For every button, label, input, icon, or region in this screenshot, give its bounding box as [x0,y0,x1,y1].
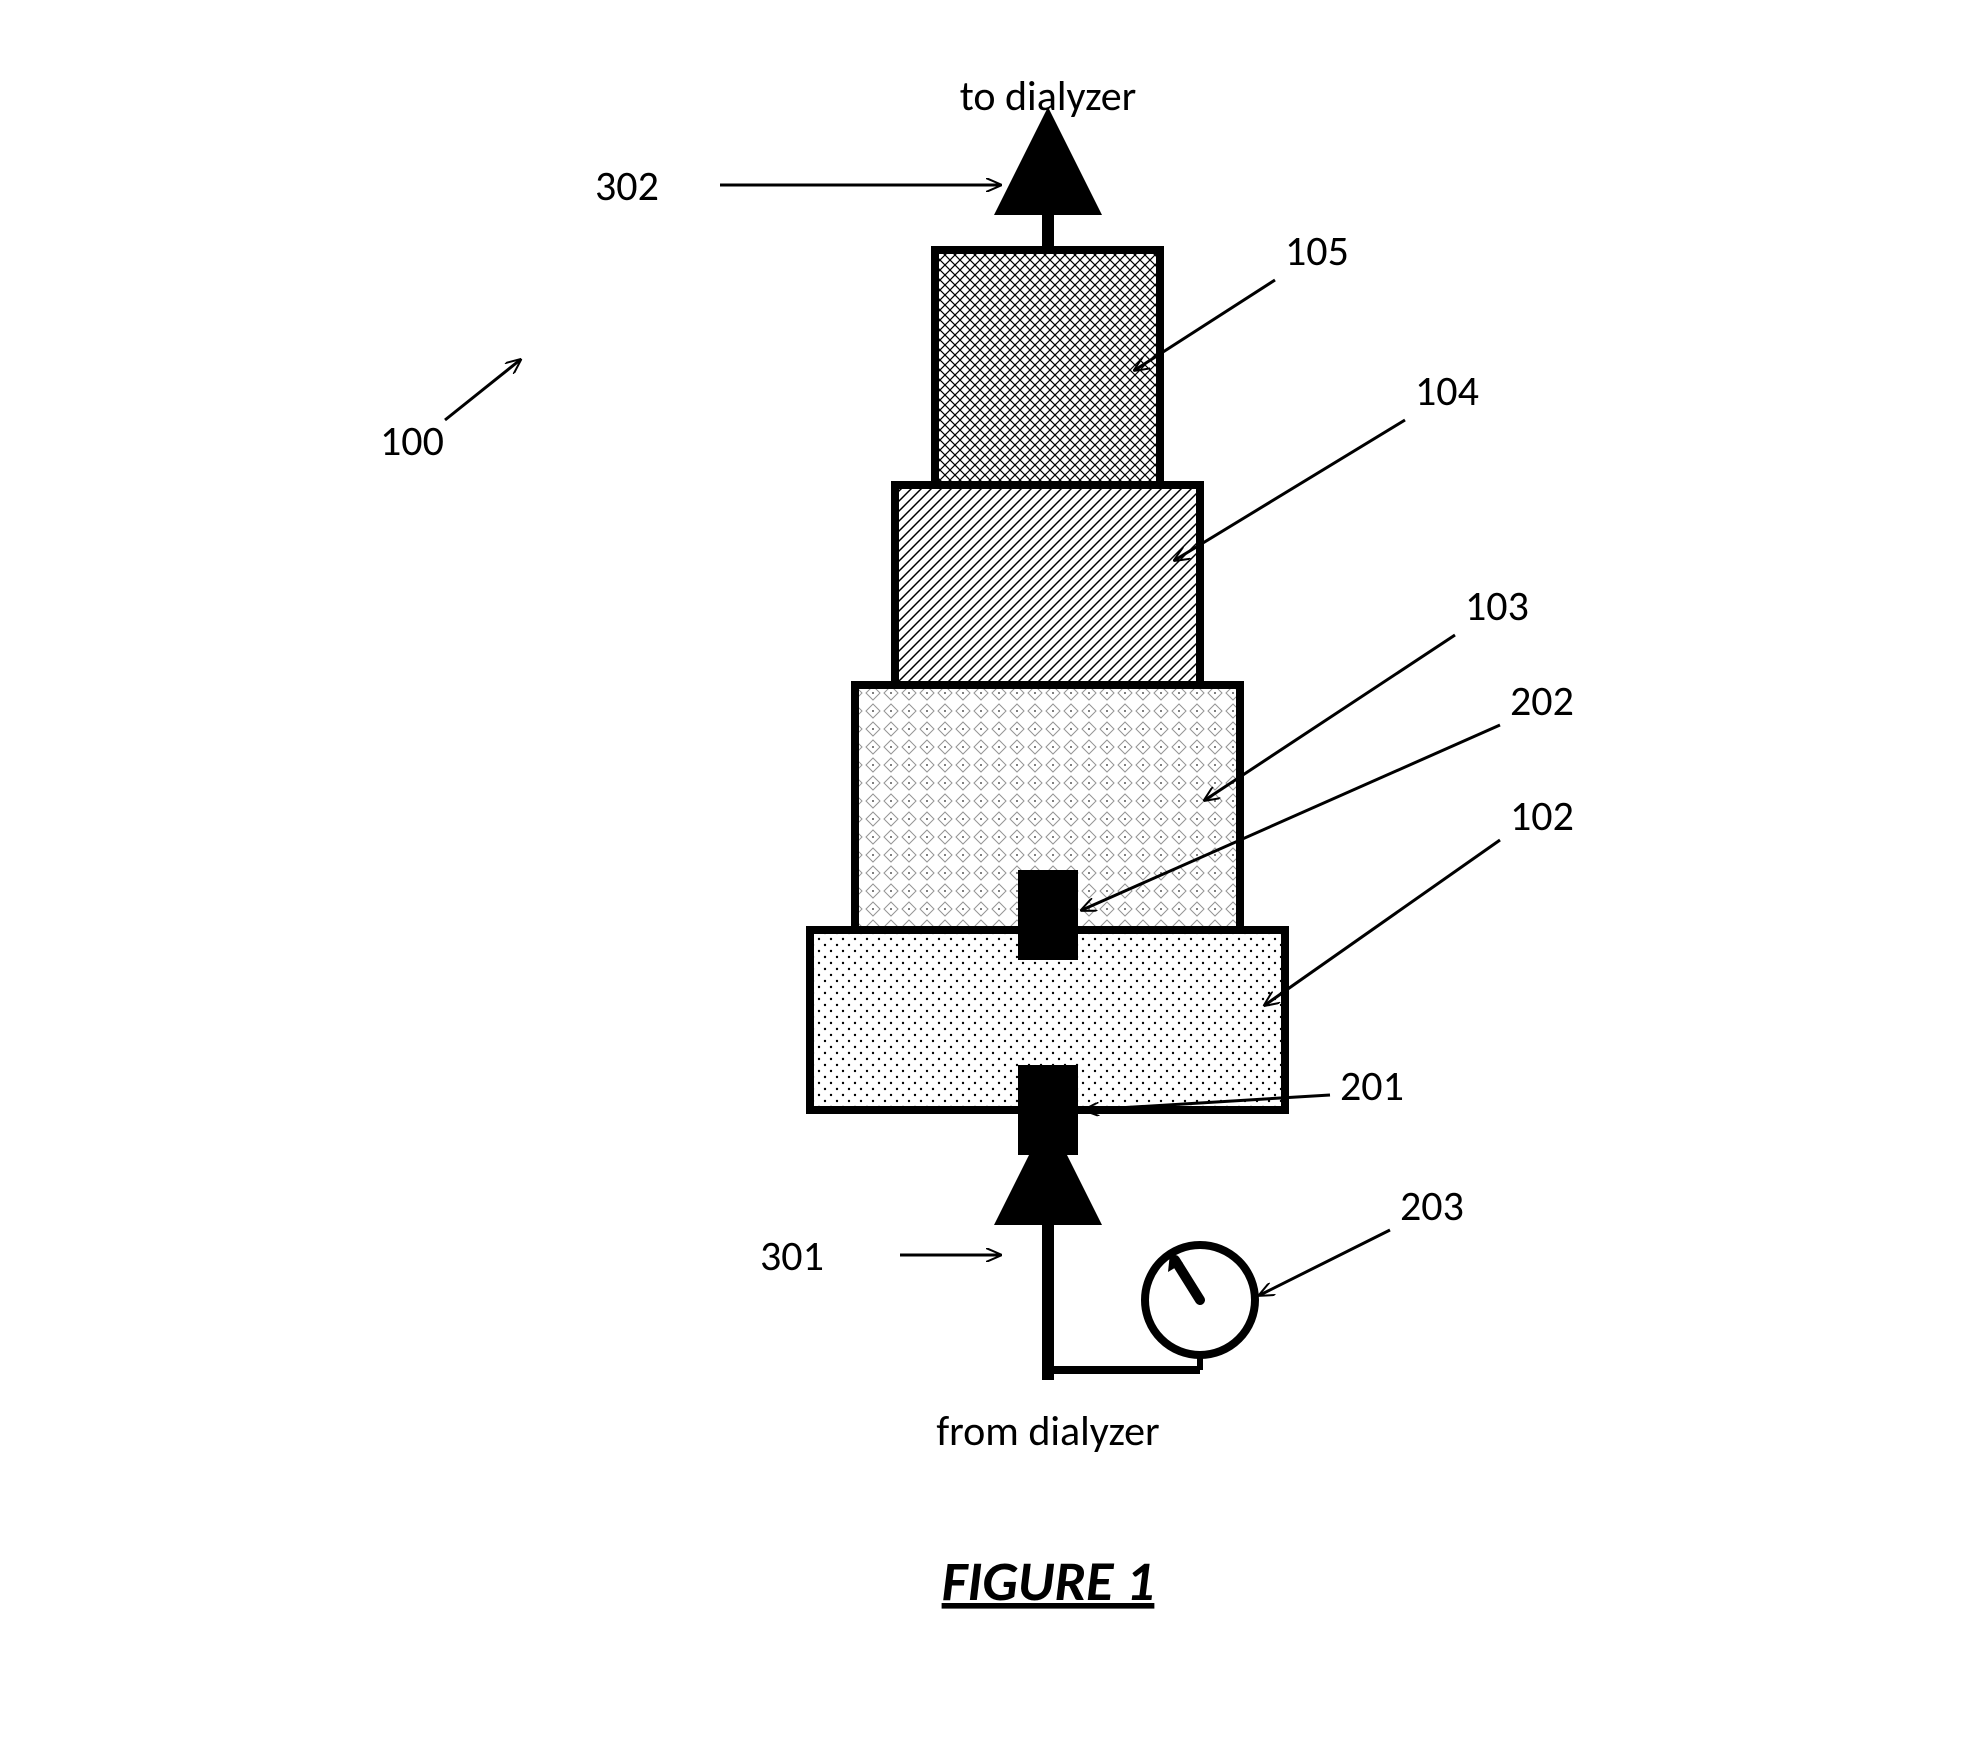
figure-title: FIGURE 1 [942,1548,1155,1616]
label-103: 103 [1465,581,1529,632]
figure-1-diagram: to dialyzer from dialyzer 100 105 104 10… [0,0,1985,1740]
label-301: 301 [760,1231,824,1282]
layer-104 [895,485,1200,685]
label-102: 102 [1510,791,1574,842]
sorbent-layers [810,250,1285,1110]
block-201 [1018,1065,1078,1155]
label-201: 201 [1340,1061,1404,1112]
layer-105 [935,250,1160,485]
leader-104 [1175,420,1405,560]
label-203: 203 [1400,1181,1464,1232]
label-302: 302 [595,161,659,212]
label-105: 105 [1285,226,1349,277]
label-from-dialyzer: from dialyzer [936,1406,1159,1457]
label-to-dialyzer: to dialyzer [960,71,1137,122]
label-104: 104 [1415,366,1479,417]
leader-100 [445,360,520,420]
block-202 [1018,870,1078,960]
label-100: 100 [380,416,444,467]
leader-203 [1260,1230,1390,1295]
gauge-203 [1145,1245,1255,1355]
leader-102 [1265,840,1500,1005]
label-202: 202 [1510,676,1574,727]
